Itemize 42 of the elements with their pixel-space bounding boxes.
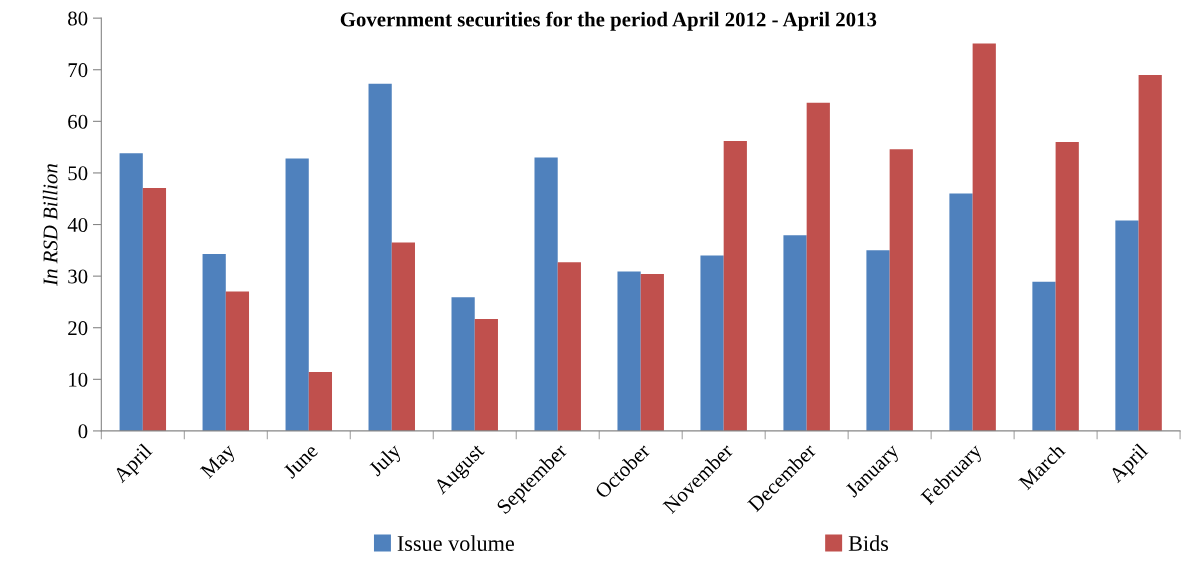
bar [783,235,807,431]
y-tick-label: 70 [68,63,88,78]
y-tick-label: 60 [68,114,88,129]
x-tick-label: July [367,442,406,480]
bar [889,149,913,431]
bar [474,318,498,431]
bar [1055,141,1079,431]
bar [225,291,250,431]
y-tick-label: 0 [78,424,88,439]
bar [723,140,747,431]
bar [1138,74,1162,431]
x-tick-label: June [282,443,319,480]
y-tick-label: 50 [68,166,88,181]
legend-label: Issue volume [397,535,514,551]
bar [142,187,167,431]
bar [949,193,973,431]
y-tick-label: 10 [69,372,88,387]
bar [617,271,641,431]
bar [972,43,996,431]
bar [308,372,333,431]
bar [368,83,392,431]
legend-label: Bids [848,535,889,551]
bar [391,242,415,431]
y-axis-title: In RSD Billion [42,164,58,286]
bar [1115,220,1139,431]
bar [557,262,581,431]
bar [285,158,309,431]
y-tick-label: 30 [68,269,88,284]
y-tick-label: 20 [68,321,88,336]
bar [202,253,226,431]
bar [119,153,143,431]
y-tick-label: 80 [68,11,88,26]
chart-title: Government securities for the period April 2012 - April 2013 [340,11,877,31]
bar [806,102,830,431]
bar [700,255,724,431]
bar [451,297,475,431]
bar [866,250,890,431]
bar [534,157,558,431]
y-tick-label: 40 [67,217,88,232]
x-tick-label: May [199,442,240,482]
bar [1032,281,1056,431]
bar [640,274,664,431]
